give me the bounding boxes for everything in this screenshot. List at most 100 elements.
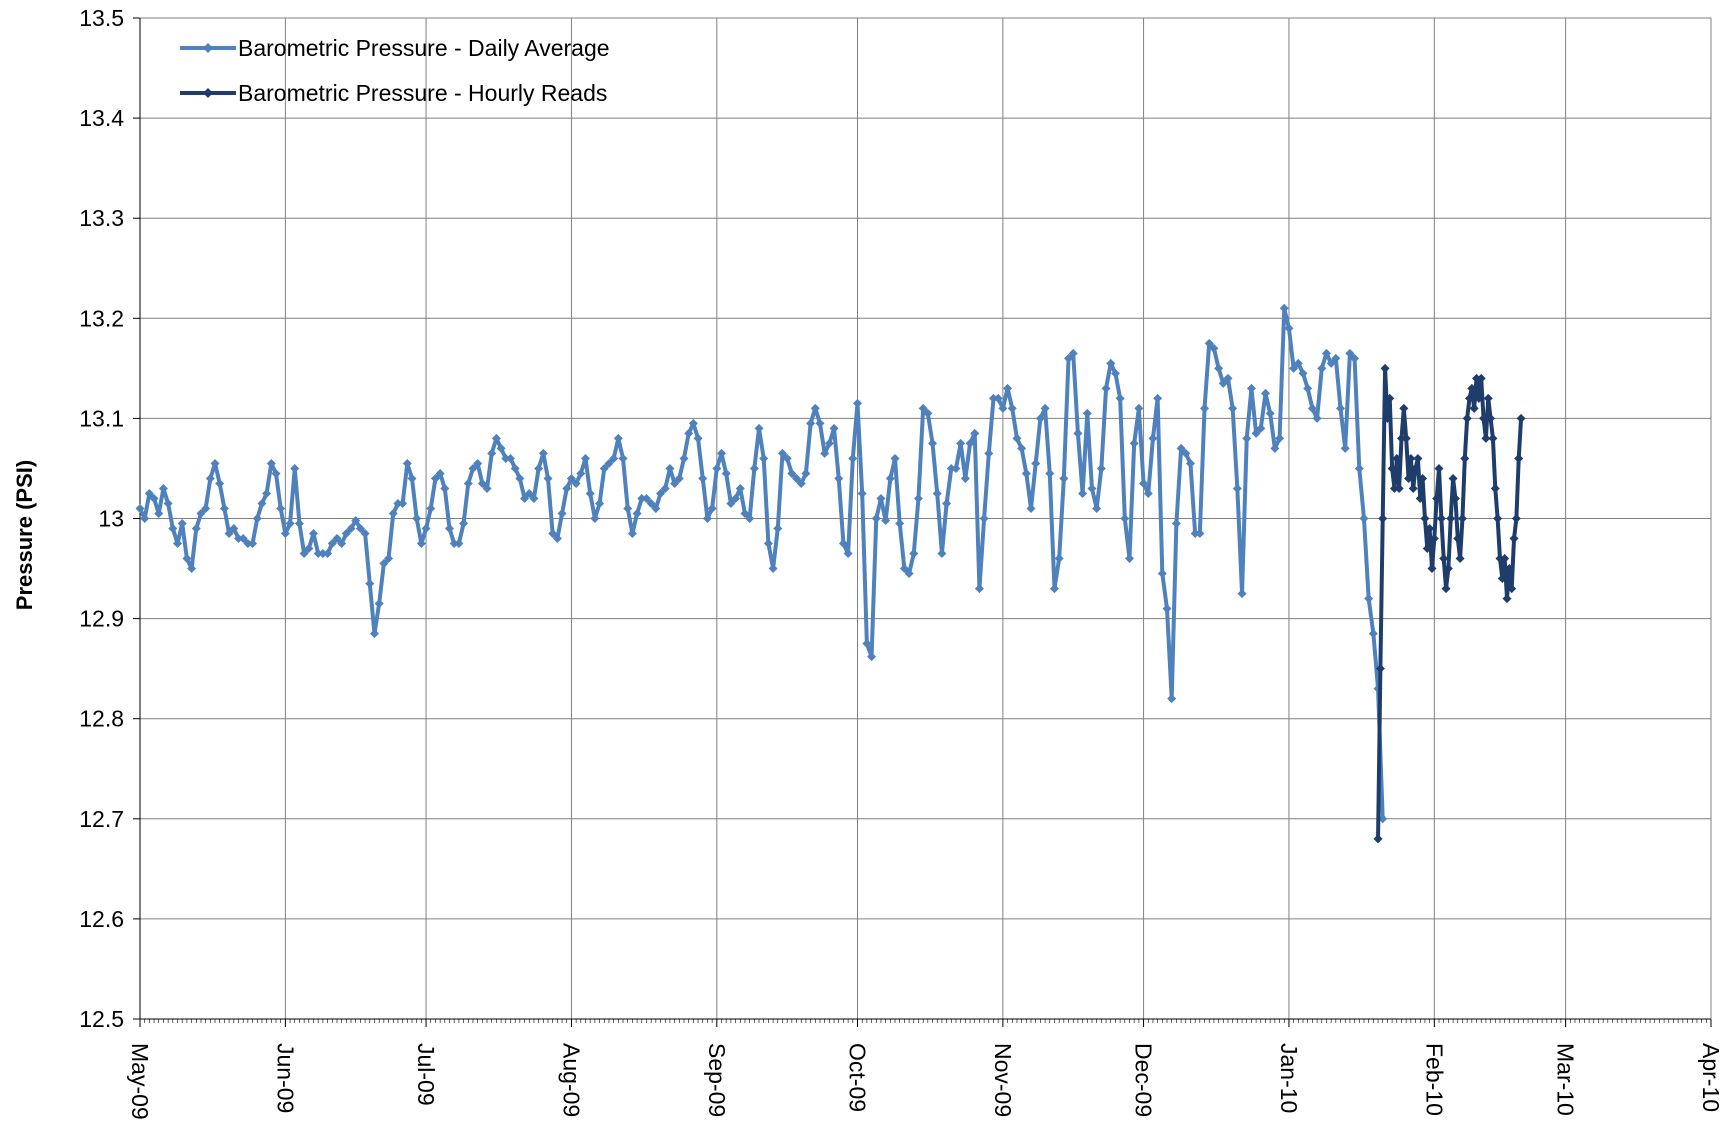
point xyxy=(1106,358,1116,368)
point xyxy=(923,408,933,418)
y-tick-label: 13.4 xyxy=(79,105,124,131)
x-tick-label: Apr-10 xyxy=(1698,1043,1724,1112)
point xyxy=(1336,403,1346,413)
point xyxy=(477,478,487,488)
point xyxy=(144,488,154,498)
point xyxy=(233,534,243,544)
point xyxy=(416,539,426,549)
point xyxy=(1476,373,1486,383)
point xyxy=(946,463,956,473)
x-tick-label: Oct-09 xyxy=(845,1043,871,1112)
point xyxy=(463,478,473,488)
point xyxy=(801,468,811,478)
point xyxy=(571,478,581,488)
point xyxy=(838,539,848,549)
point xyxy=(459,519,469,529)
point xyxy=(1289,363,1299,373)
point xyxy=(313,549,323,559)
x-tick-label: Jun-09 xyxy=(272,1043,298,1113)
point xyxy=(515,473,525,483)
x-tick-label: Nov-09 xyxy=(990,1043,1016,1117)
point xyxy=(1237,589,1247,599)
point xyxy=(660,483,670,493)
point xyxy=(1260,388,1270,398)
point xyxy=(1012,433,1022,443)
point xyxy=(1474,393,1484,403)
point xyxy=(374,599,384,609)
point xyxy=(853,398,863,408)
point xyxy=(1190,529,1200,539)
point xyxy=(726,498,736,508)
point xyxy=(665,463,675,473)
point xyxy=(618,453,628,463)
point xyxy=(276,503,286,513)
legend-label: Barometric Pressure - Hourly Reads xyxy=(238,80,607,106)
point xyxy=(1490,483,1500,493)
point xyxy=(1514,453,1524,463)
point xyxy=(1251,428,1261,438)
point xyxy=(876,493,886,503)
point xyxy=(1101,383,1111,393)
point xyxy=(1064,353,1074,363)
point xyxy=(1432,493,1442,503)
series-line xyxy=(138,306,1385,819)
point xyxy=(759,453,769,463)
point xyxy=(965,438,975,448)
point xyxy=(623,503,633,513)
point xyxy=(1425,524,1435,534)
point xyxy=(1446,514,1456,523)
point xyxy=(280,529,290,539)
point xyxy=(1450,493,1460,503)
legend-label: Barometric Pressure - Daily Average xyxy=(238,35,610,61)
point xyxy=(1380,363,1390,373)
point xyxy=(426,503,436,513)
point xyxy=(520,493,530,503)
point xyxy=(928,438,938,448)
point xyxy=(1242,433,1252,443)
point xyxy=(1359,514,1369,523)
point xyxy=(1073,428,1083,438)
point xyxy=(266,458,276,468)
point xyxy=(304,544,314,554)
point xyxy=(581,453,591,463)
point xyxy=(688,418,698,428)
point xyxy=(229,524,239,534)
point xyxy=(1171,519,1181,529)
point xyxy=(1411,463,1421,473)
point xyxy=(196,508,206,518)
point xyxy=(1507,584,1517,594)
point xyxy=(1026,503,1036,513)
point xyxy=(1059,473,1069,483)
point xyxy=(1246,383,1256,393)
point xyxy=(1481,433,1491,443)
point xyxy=(1167,694,1177,704)
y-tick-label: 13.2 xyxy=(79,305,124,331)
point xyxy=(440,483,450,493)
point xyxy=(576,468,586,478)
point xyxy=(824,438,834,448)
point xyxy=(384,554,394,564)
point xyxy=(454,539,464,549)
x-tick-label: Jul-09 xyxy=(413,1043,439,1106)
point xyxy=(951,463,961,473)
x-tick-label: Mar-10 xyxy=(1553,1043,1579,1116)
point xyxy=(290,463,300,473)
point xyxy=(510,463,520,473)
point xyxy=(787,468,797,478)
point xyxy=(1389,483,1399,493)
point xyxy=(1441,584,1451,594)
point xyxy=(379,559,389,569)
point xyxy=(388,508,398,518)
point xyxy=(796,478,806,488)
point xyxy=(1375,664,1385,674)
point xyxy=(702,514,712,523)
point xyxy=(252,514,262,523)
point xyxy=(881,516,891,526)
point xyxy=(1462,413,1472,423)
point xyxy=(1448,473,1458,483)
point xyxy=(294,519,304,529)
point xyxy=(1460,453,1470,463)
point xyxy=(988,393,998,403)
point xyxy=(173,539,183,549)
point xyxy=(140,514,150,523)
